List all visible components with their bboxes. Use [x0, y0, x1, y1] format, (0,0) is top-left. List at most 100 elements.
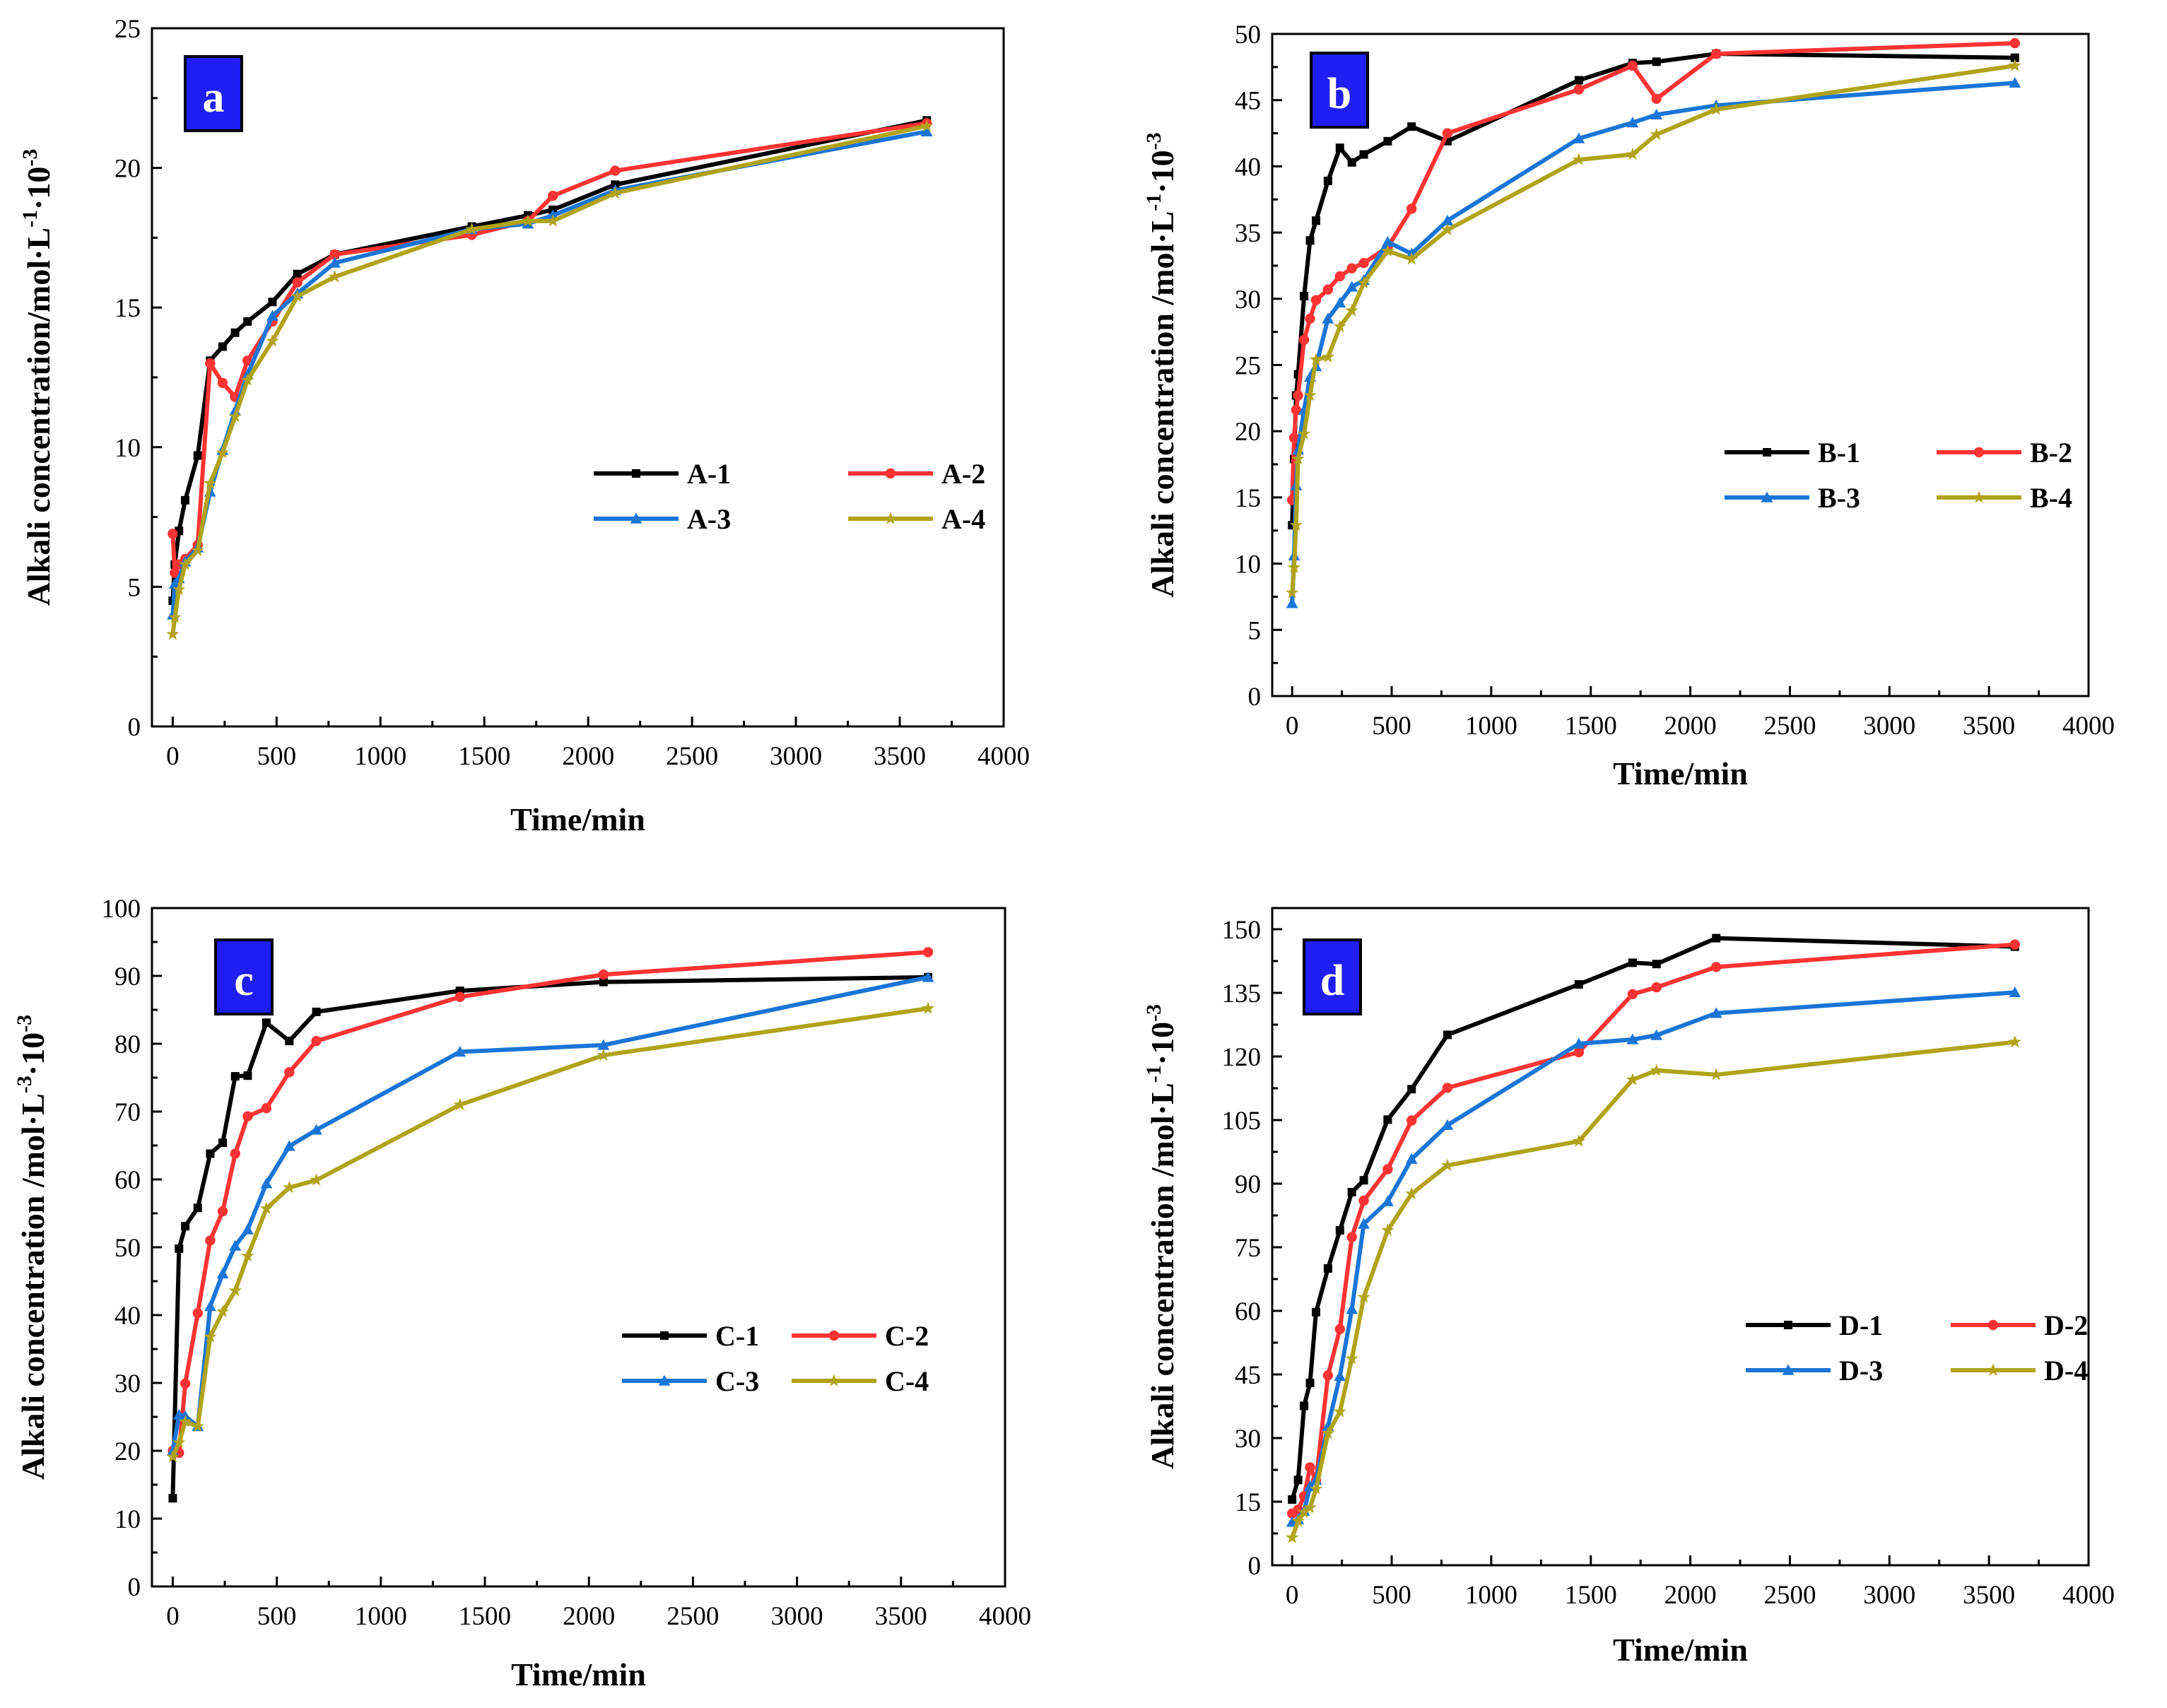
data-point	[1358, 258, 1369, 269]
legend-label: A-3	[687, 503, 731, 535]
data-point	[204, 1330, 217, 1343]
data-point	[1651, 982, 1662, 993]
data-point	[261, 1103, 272, 1114]
data-point	[2010, 53, 2019, 62]
data-point	[1358, 1218, 1370, 1229]
series-B-2	[1286, 37, 2020, 505]
data-point	[1443, 136, 1452, 146]
y-tick-label: 105	[1222, 1107, 1262, 1136]
plot-frame	[1271, 907, 2090, 1567]
series-D-2	[1286, 939, 2020, 1519]
data-point	[193, 451, 202, 460]
y-axis-label-part: ·10	[1144, 1022, 1180, 1065]
data-point	[1291, 452, 1305, 465]
data-point	[230, 1072, 240, 1081]
chart-panel-b: 0 500 1000 1500 2000 2500 3000 3500 4000 0 5 10 15 20…	[1142, 20, 2115, 791]
x-tick-label: 2500	[666, 742, 718, 771]
series-line	[1290, 936, 2015, 1500]
data-point	[1627, 60, 1638, 71]
data-point	[1626, 117, 1639, 128]
data-point	[191, 1419, 204, 1432]
data-point	[1305, 313, 1315, 324]
data-point	[1441, 1119, 1454, 1130]
series-line	[1290, 64, 2016, 594]
y-axis-label-part: Alkali concentration/mol·L	[20, 228, 57, 606]
legend-swatch-marker	[1972, 490, 1986, 503]
data-point	[1710, 1007, 1722, 1018]
data-point	[2008, 1035, 2021, 1048]
legend-swatch-marker	[1761, 491, 1773, 502]
chart-panel-d: 0 500 1000 1500 2000 2500 3000 3500 4000 0 15 30 45 6…	[1142, 907, 2115, 1668]
y-tick-label: 25	[1235, 352, 1261, 381]
legend-swatch-marker	[1784, 1321, 1792, 1329]
data-point	[521, 214, 535, 227]
y-tick-label: 50	[114, 1234, 141, 1263]
series-A-1	[168, 116, 932, 606]
data-point	[1311, 1307, 1320, 1317]
x-tick-label: 3000	[770, 742, 822, 771]
data-point	[921, 1001, 935, 1014]
series-C-2	[168, 947, 934, 1459]
y-tick-label: 75	[1235, 1234, 1261, 1263]
y-tick-label: 20	[114, 1437, 141, 1466]
data-point	[204, 476, 217, 489]
data-point	[546, 214, 560, 227]
series-line	[1290, 52, 2015, 526]
data-point	[1405, 1153, 1418, 1164]
x-tick-label: 0	[166, 742, 180, 771]
x-tick-label: 3000	[1863, 712, 1915, 741]
x-tick-label: 2500	[666, 1602, 719, 1631]
legend-label: B-1	[1818, 437, 1860, 469]
y-axis-label-part: -1	[1142, 194, 1165, 211]
panel-tag-box	[1303, 938, 1362, 1015]
data-point	[311, 1035, 322, 1047]
data-point	[597, 1039, 610, 1050]
legend-swatch-marker	[828, 1330, 840, 1341]
data-point	[1345, 304, 1358, 317]
data-point	[259, 1201, 273, 1214]
data-point	[283, 1140, 295, 1151]
data-point	[242, 1223, 254, 1235]
y-tick-label: 35	[1235, 219, 1261, 248]
y-axis-label-part: -3	[1142, 132, 1165, 150]
legend-label: A-4	[941, 503, 985, 535]
data-point	[172, 1435, 186, 1449]
x-tick-label: 500	[1372, 1581, 1411, 1610]
data-point	[180, 1378, 191, 1389]
x-tick-label: 2500	[1763, 712, 1816, 741]
data-point	[230, 328, 240, 337]
data-point	[310, 1173, 323, 1186]
data-point	[465, 222, 478, 235]
data-point	[1710, 102, 1723, 115]
data-point	[1407, 1085, 1416, 1094]
data-point	[1334, 297, 1346, 308]
legend-label: B-4	[2030, 482, 2072, 514]
data-point	[609, 186, 622, 199]
x-axis-label: Time/min	[1613, 755, 1748, 791]
data-point	[1345, 1352, 1358, 1365]
y-axis-label-part: Alkali concentration /mol·L	[1144, 1083, 1180, 1469]
data-point	[1383, 1115, 1392, 1124]
data-point	[1357, 1290, 1370, 1303]
data-point	[610, 165, 621, 176]
legend-label: C-4	[885, 1365, 929, 1397]
y-axis-label: Alkali concentration /mol·L-1·10-3	[1142, 132, 1180, 597]
data-point	[1650, 108, 1663, 120]
panel-tag-box	[184, 55, 243, 132]
data-point	[1286, 1531, 1299, 1543]
data-point	[293, 269, 302, 278]
x-tick-label: 2000	[1664, 1581, 1717, 1610]
data-point	[191, 543, 204, 556]
series-B-3	[1286, 76, 2021, 608]
data-point	[922, 971, 934, 982]
panel-tag-box	[214, 938, 274, 1015]
series-B-4	[1286, 59, 2021, 599]
data-point	[1321, 350, 1334, 363]
data-point	[1573, 132, 1585, 143]
data-point	[1297, 427, 1311, 440]
data-point	[1289, 518, 1303, 531]
data-point	[205, 1235, 216, 1246]
x-tick-label: 3500	[875, 1602, 927, 1631]
series-line	[1290, 1039, 2016, 1539]
